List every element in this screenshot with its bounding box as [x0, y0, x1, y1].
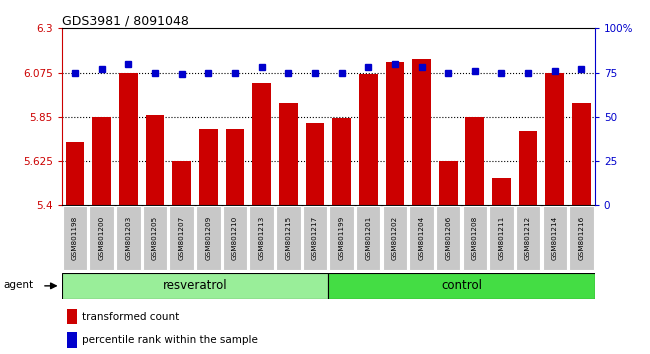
FancyBboxPatch shape	[63, 206, 87, 270]
Text: GSM801204: GSM801204	[419, 216, 424, 260]
FancyBboxPatch shape	[516, 206, 540, 270]
Text: agent: agent	[3, 280, 33, 290]
FancyBboxPatch shape	[569, 206, 593, 270]
Bar	[492, 178, 511, 205]
FancyBboxPatch shape	[170, 206, 194, 270]
FancyBboxPatch shape	[196, 206, 220, 270]
Bar	[412, 59, 431, 205]
Text: transformed count: transformed count	[82, 312, 179, 321]
Text: GSM801211: GSM801211	[499, 216, 504, 260]
FancyBboxPatch shape	[489, 206, 514, 270]
FancyBboxPatch shape	[436, 206, 460, 270]
Text: control: control	[441, 279, 482, 292]
Text: GSM801217: GSM801217	[312, 216, 318, 260]
Text: GSM801207: GSM801207	[179, 216, 185, 260]
Text: GSM801199: GSM801199	[339, 216, 345, 260]
Text: GSM801214: GSM801214	[552, 216, 558, 260]
Text: GSM801203: GSM801203	[125, 216, 131, 260]
FancyBboxPatch shape	[223, 206, 247, 270]
Bar	[226, 129, 244, 205]
Text: GSM801201: GSM801201	[365, 216, 371, 260]
Bar	[119, 73, 138, 205]
Text: GSM801206: GSM801206	[445, 216, 451, 260]
Text: GSM801198: GSM801198	[72, 216, 78, 260]
Text: GSM801200: GSM801200	[99, 216, 105, 260]
Bar	[172, 161, 191, 205]
Text: GDS3981 / 8091048: GDS3981 / 8091048	[62, 14, 188, 27]
FancyBboxPatch shape	[90, 206, 114, 270]
Bar	[519, 131, 538, 205]
FancyBboxPatch shape	[62, 273, 328, 299]
Text: GSM801215: GSM801215	[285, 216, 291, 260]
Text: GSM801210: GSM801210	[232, 216, 238, 260]
Bar	[279, 103, 298, 205]
Bar	[359, 74, 378, 205]
FancyBboxPatch shape	[356, 206, 380, 270]
Text: GSM801208: GSM801208	[472, 216, 478, 260]
FancyBboxPatch shape	[116, 206, 140, 270]
FancyBboxPatch shape	[143, 206, 167, 270]
Bar	[572, 103, 591, 205]
FancyBboxPatch shape	[383, 206, 407, 270]
Bar	[67, 309, 77, 324]
Bar	[67, 332, 77, 348]
Bar	[332, 118, 351, 205]
Bar	[146, 115, 164, 205]
Bar	[465, 117, 484, 205]
Bar	[252, 84, 271, 205]
FancyBboxPatch shape	[543, 206, 567, 270]
FancyBboxPatch shape	[330, 206, 354, 270]
FancyBboxPatch shape	[303, 206, 327, 270]
Text: GSM801202: GSM801202	[392, 216, 398, 260]
Text: GSM801213: GSM801213	[259, 216, 265, 260]
Bar	[306, 123, 324, 205]
Bar	[66, 142, 84, 205]
Bar	[92, 117, 111, 205]
FancyBboxPatch shape	[463, 206, 487, 270]
FancyBboxPatch shape	[328, 273, 595, 299]
Text: GSM801209: GSM801209	[205, 216, 211, 260]
FancyBboxPatch shape	[410, 206, 434, 270]
Text: resveratrol: resveratrol	[162, 279, 228, 292]
Text: GSM801212: GSM801212	[525, 216, 531, 260]
FancyBboxPatch shape	[250, 206, 274, 270]
Bar	[385, 62, 404, 205]
FancyBboxPatch shape	[276, 206, 300, 270]
Bar	[545, 73, 564, 205]
Text: percentile rank within the sample: percentile rank within the sample	[82, 335, 258, 345]
Bar	[199, 129, 218, 205]
Text: GSM801205: GSM801205	[152, 216, 158, 260]
Bar	[439, 161, 458, 205]
Text: GSM801216: GSM801216	[578, 216, 584, 260]
